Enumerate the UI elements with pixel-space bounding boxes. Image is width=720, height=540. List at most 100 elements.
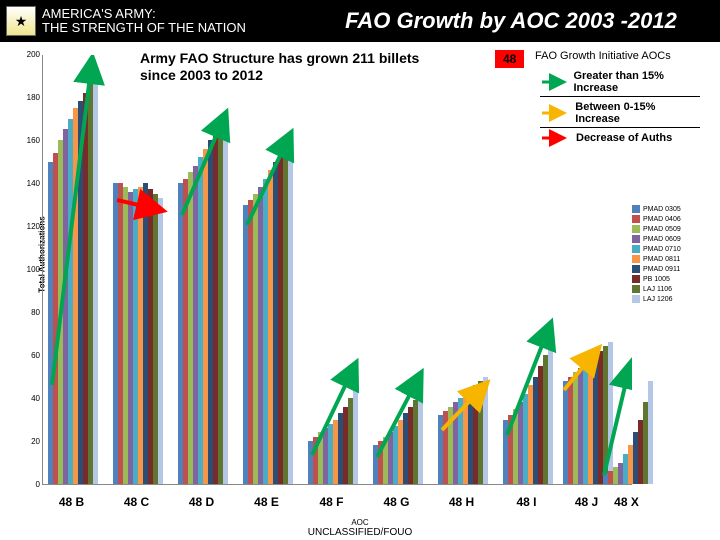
x-axis-label: AOC — [0, 518, 720, 527]
bar — [588, 359, 593, 484]
bar — [388, 432, 393, 484]
bar — [273, 162, 278, 485]
bar — [403, 413, 408, 484]
bar-group — [113, 183, 163, 484]
bar — [373, 445, 378, 484]
bar — [148, 189, 153, 484]
series-swatch — [632, 235, 640, 243]
series-legend-row: PB 1005 — [632, 275, 681, 283]
bar-group — [503, 338, 553, 484]
bar — [128, 192, 133, 484]
chart-area: Total Authorizations 0204060801001201401… — [22, 50, 692, 515]
bar — [143, 183, 148, 484]
bar — [383, 437, 388, 484]
series-name: LAJ 1206 — [643, 296, 673, 303]
y-tick: 60 — [25, 351, 40, 360]
bar — [193, 166, 198, 484]
bar — [413, 400, 418, 484]
header-line2: THE STRENGTH OF THE NATION — [42, 21, 312, 35]
bar — [123, 187, 128, 484]
bar — [478, 381, 483, 484]
bar — [153, 194, 158, 484]
bar — [638, 420, 643, 485]
group-label: 48 E — [239, 495, 294, 509]
bar — [603, 473, 608, 484]
bar — [418, 394, 423, 484]
series-name: PMAD 0710 — [643, 246, 681, 253]
bar — [93, 76, 98, 485]
bar — [618, 463, 623, 485]
bar — [83, 93, 88, 484]
bar — [348, 398, 353, 484]
y-tick: 0 — [25, 480, 40, 489]
series-name: PMAD 0509 — [643, 226, 681, 233]
bar — [253, 194, 258, 484]
series-legend-row: PMAD 0509 — [632, 225, 681, 233]
bar — [263, 179, 268, 484]
bar — [308, 441, 313, 484]
bar — [223, 125, 228, 484]
bar — [338, 413, 343, 484]
bar — [538, 366, 543, 484]
bar — [523, 394, 528, 484]
bar — [353, 387, 358, 484]
bar — [333, 420, 338, 485]
bar — [473, 385, 478, 484]
slide-title: FAO Growth by AOC 2003 -2012 — [312, 8, 720, 34]
bar — [463, 394, 468, 484]
bar — [513, 409, 518, 484]
bar — [203, 149, 208, 484]
series-legend-row: PMAD 0406 — [632, 215, 681, 223]
y-tick: 80 — [25, 308, 40, 317]
bar — [533, 377, 538, 485]
bar — [248, 200, 253, 484]
bar — [483, 377, 488, 485]
army-logo: ★ — [6, 6, 36, 36]
bar — [448, 407, 453, 484]
series-legend-row: PMAD 0811 — [632, 255, 681, 263]
bar-group — [243, 144, 293, 484]
series-legend-row: PMAD 0305 — [632, 205, 681, 213]
bar — [258, 187, 263, 484]
y-tick: 200 — [25, 50, 40, 59]
group-label: 48 G — [369, 495, 424, 509]
bar-group — [308, 387, 358, 484]
bar — [623, 454, 628, 484]
group-label: 48 X — [599, 495, 654, 509]
y-tick: 40 — [25, 394, 40, 403]
y-tick: 20 — [25, 437, 40, 446]
bar-group — [48, 76, 98, 485]
bar — [283, 153, 288, 484]
y-tick: 140 — [25, 179, 40, 188]
series-name: LAJ 1106 — [643, 286, 672, 293]
y-tick: 180 — [25, 93, 40, 102]
header-bar: ★ AMERICA'S ARMY: THE STRENGTH OF THE NA… — [0, 0, 720, 42]
bar — [58, 140, 63, 484]
bar — [548, 338, 553, 484]
y-tick: 100 — [25, 265, 40, 274]
classification: UNCLASSIFIED/FOUO — [308, 527, 412, 538]
bar — [278, 157, 283, 484]
bar — [568, 377, 573, 485]
series-swatch — [632, 225, 640, 233]
bar — [378, 441, 383, 484]
bar — [633, 432, 638, 484]
bar-group — [373, 394, 423, 484]
bar — [503, 420, 508, 485]
bar — [53, 153, 58, 484]
bar — [438, 415, 443, 484]
series-legend-row: PMAD 0911 — [632, 265, 681, 273]
group-label: 48 I — [499, 495, 554, 509]
bar — [323, 428, 328, 484]
series-swatch — [632, 205, 640, 213]
bar — [573, 372, 578, 484]
bar — [118, 183, 123, 484]
bar — [243, 205, 248, 485]
bar — [598, 351, 603, 484]
series-name: PMAD 0305 — [643, 206, 681, 213]
bar — [408, 407, 413, 484]
plot-region: 020406080100120140160180200 — [42, 55, 632, 485]
bar — [208, 140, 213, 484]
bar — [453, 402, 458, 484]
bar — [468, 389, 473, 484]
